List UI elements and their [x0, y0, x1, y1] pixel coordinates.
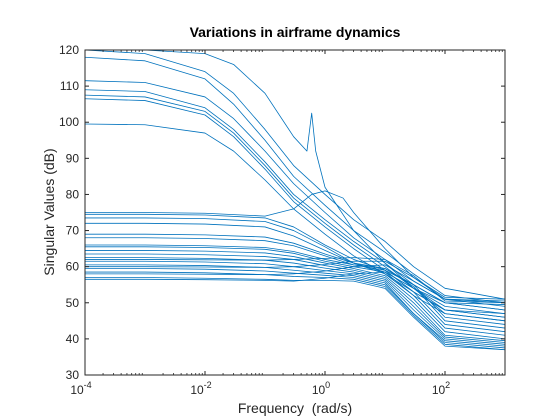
series-line-21 — [85, 264, 506, 347]
series-line-5 — [84, 94, 506, 315]
axes-box — [84, 49, 506, 376]
x-tick-label: 102 — [432, 380, 450, 397]
y-tick-label: 100 — [59, 115, 79, 129]
y-tick-label: 30 — [66, 368, 80, 382]
y-tick-label: 50 — [66, 296, 80, 310]
x-tick-label: 10-2 — [190, 380, 211, 397]
series-line-18 — [85, 253, 506, 342]
y-tick-label: 90 — [66, 151, 80, 165]
series-line-22 — [85, 268, 506, 349]
series-line-14 — [85, 237, 506, 329]
y-tick-label: 120 — [59, 43, 79, 57]
ticks-group: 30 40 50 60 70 80 90 100 110 120 10-4 10-2 100 102 — [59, 43, 505, 397]
series-line-17 — [85, 250, 506, 340]
series-line-28 — [85, 257, 506, 304]
series-line-24 — [85, 277, 506, 351]
series-line-10 — [85, 213, 506, 311]
series-line-23 — [85, 271, 506, 351]
plot-area: 30 40 50 60 70 80 90 100 110 120 10-4 10-2 100 102 — [59, 43, 506, 397]
series-line-2 — [84, 56, 506, 304]
x-axis-label: Frequency (rad/s) — [238, 400, 352, 416]
y-tick-label: 110 — [60, 79, 79, 93]
chart-title: Variations in airframe dynamics — [190, 24, 401, 40]
x-tick-label: 100 — [312, 380, 330, 397]
y-axis-label: Singular Values (dB) — [41, 148, 57, 275]
y-tick-label: 80 — [66, 187, 80, 201]
y-tick-label: 60 — [66, 260, 80, 274]
y-tick-label: 40 — [66, 332, 80, 346]
series-line-25 — [85, 271, 506, 305]
series-line-12 — [85, 222, 506, 322]
series-line-16 — [85, 246, 506, 336]
y-tick-label: 70 — [66, 224, 80, 238]
series-line-26 — [85, 264, 506, 302]
series-line-15 — [85, 244, 506, 333]
series-line-13 — [85, 233, 506, 325]
series-line-1 — [84, 49, 506, 300]
series-line-19 — [85, 257, 506, 343]
series-group — [84, 49, 506, 351]
x-tick-label: 10-4 — [70, 380, 91, 397]
series-line-7 — [84, 123, 506, 322]
